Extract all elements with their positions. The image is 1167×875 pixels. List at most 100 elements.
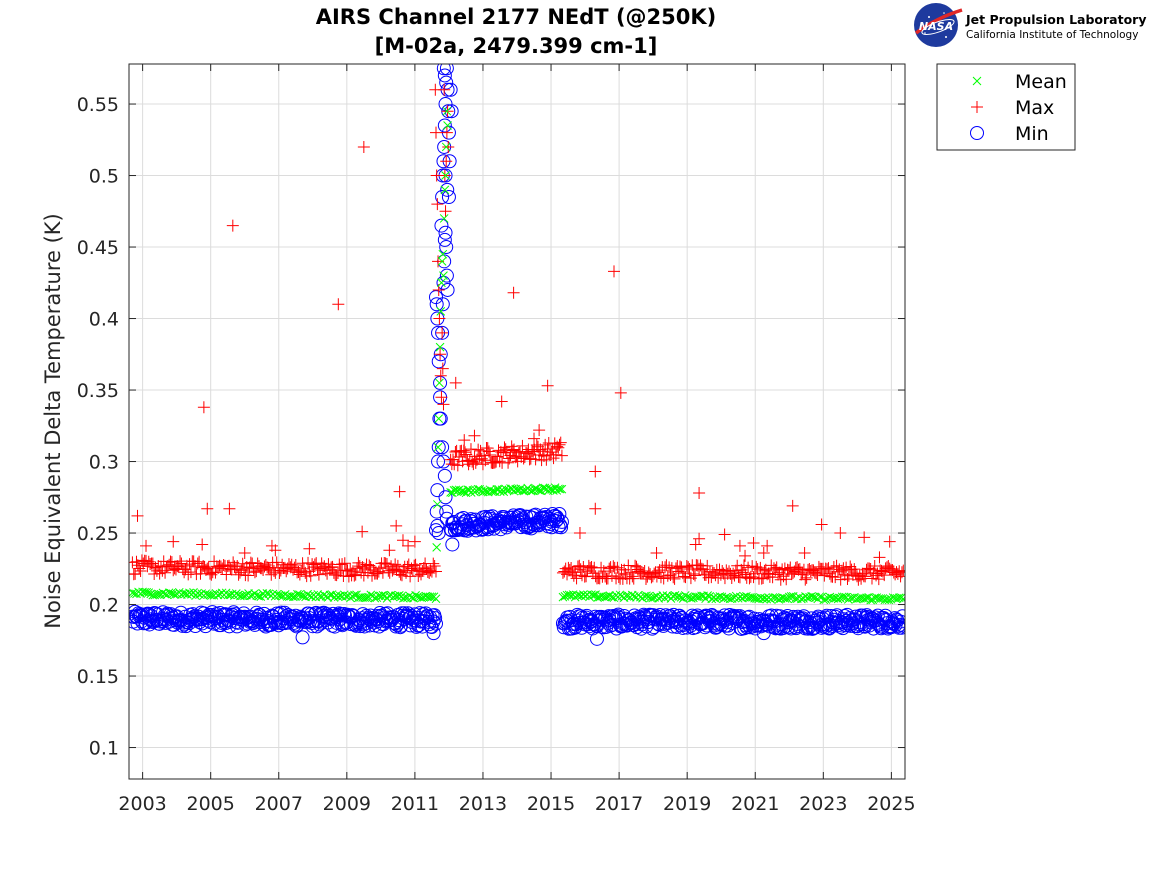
point-max	[571, 560, 584, 573]
point-max	[427, 557, 440, 570]
point-max	[561, 568, 574, 581]
point-max	[777, 570, 790, 583]
point-max	[674, 560, 687, 573]
point-max	[503, 452, 516, 465]
point-min	[429, 297, 444, 312]
point-mean	[427, 592, 437, 602]
point-mean	[435, 342, 445, 352]
point-mean	[394, 590, 404, 600]
point-max	[434, 369, 447, 382]
point-max	[481, 442, 494, 455]
point-min	[439, 511, 454, 526]
point-max	[371, 567, 384, 580]
point-mean	[360, 593, 370, 603]
legend: Mean Max Min	[936, 63, 1076, 151]
point-max	[514, 445, 527, 458]
point-max	[391, 559, 404, 572]
point-max	[269, 544, 282, 557]
y-tick-label: 0.15	[77, 666, 119, 688]
point-max	[798, 547, 811, 560]
point-min	[653, 612, 668, 627]
legend-label-mean: Mean	[1015, 71, 1067, 93]
point-mean	[376, 591, 386, 601]
point-max	[589, 465, 602, 478]
point-max	[650, 547, 663, 560]
point-max	[897, 564, 905, 577]
point-max	[739, 549, 752, 562]
point-mean	[597, 591, 607, 601]
x-tick-label: 2003	[118, 793, 166, 815]
point-max	[533, 424, 546, 437]
point-max	[552, 441, 565, 454]
point-max	[408, 535, 421, 548]
y-tick-label: 0.5	[89, 166, 119, 188]
point-max	[761, 568, 774, 581]
point-min	[431, 354, 446, 369]
point-max	[390, 519, 403, 532]
x-tick-label: 2007	[255, 793, 303, 815]
point-max	[679, 571, 692, 584]
legend-box	[936, 63, 1076, 151]
point-min	[437, 468, 452, 483]
point-max	[547, 452, 560, 465]
plot-markers	[129, 64, 905, 646]
point-max	[693, 487, 706, 499]
point-mean	[433, 500, 442, 509]
legend-label-min: Min	[1015, 123, 1049, 145]
point-max	[393, 485, 406, 498]
point-mean	[833, 594, 843, 604]
point-max	[292, 565, 305, 578]
point-max	[440, 155, 453, 168]
jpl-logo: NASA Jet Propulsion Laboratory Californi…	[914, 3, 1146, 47]
point-mean	[882, 595, 892, 604]
point-mean	[423, 592, 433, 602]
point-max	[429, 126, 442, 139]
point-min	[554, 514, 569, 529]
y-tick-label: 0.25	[77, 523, 119, 545]
legend-marker-min	[970, 126, 984, 140]
point-max	[357, 140, 370, 153]
point-mean	[437, 278, 446, 288]
point-max	[429, 565, 442, 578]
point-max	[541, 379, 554, 392]
chart-title-line-1: AIRS Channel 2177 NEdT (@250K)	[316, 5, 717, 29]
point-mean	[140, 587, 149, 597]
point-max	[524, 452, 537, 465]
point-max	[859, 570, 872, 583]
point-min	[431, 440, 446, 455]
point-min	[895, 609, 905, 624]
point-max	[383, 544, 396, 557]
point-min	[435, 189, 450, 204]
point-min	[554, 520, 569, 535]
point-max	[216, 562, 229, 575]
point-mean	[549, 486, 558, 495]
point-max	[356, 525, 369, 538]
chart-title-line-2: [M-02a, 2479.399 cm-1]	[375, 34, 658, 58]
point-min	[756, 626, 771, 641]
point-max	[472, 443, 485, 456]
point-max	[614, 386, 627, 399]
nasa-wordmark: NASA	[919, 20, 953, 33]
legend-marker-max	[971, 101, 983, 113]
point-max	[585, 561, 598, 574]
point-min	[438, 490, 453, 505]
point-max	[757, 547, 770, 560]
point-min	[439, 64, 454, 76]
point-max	[326, 560, 339, 573]
point-min	[589, 631, 604, 646]
point-max	[447, 453, 460, 466]
y-tick-label: 0.35	[77, 380, 119, 402]
point-mean	[434, 414, 444, 423]
point-max	[727, 567, 740, 580]
point-max	[531, 440, 544, 453]
point-mean	[786, 592, 796, 601]
point-max	[331, 567, 344, 580]
point-mean	[399, 593, 408, 603]
point-max	[409, 558, 422, 571]
y-tick-label: 0.55	[77, 94, 119, 116]
point-max	[574, 563, 587, 576]
point-min	[170, 615, 185, 630]
point-mean	[703, 591, 713, 600]
point-min	[222, 619, 237, 634]
